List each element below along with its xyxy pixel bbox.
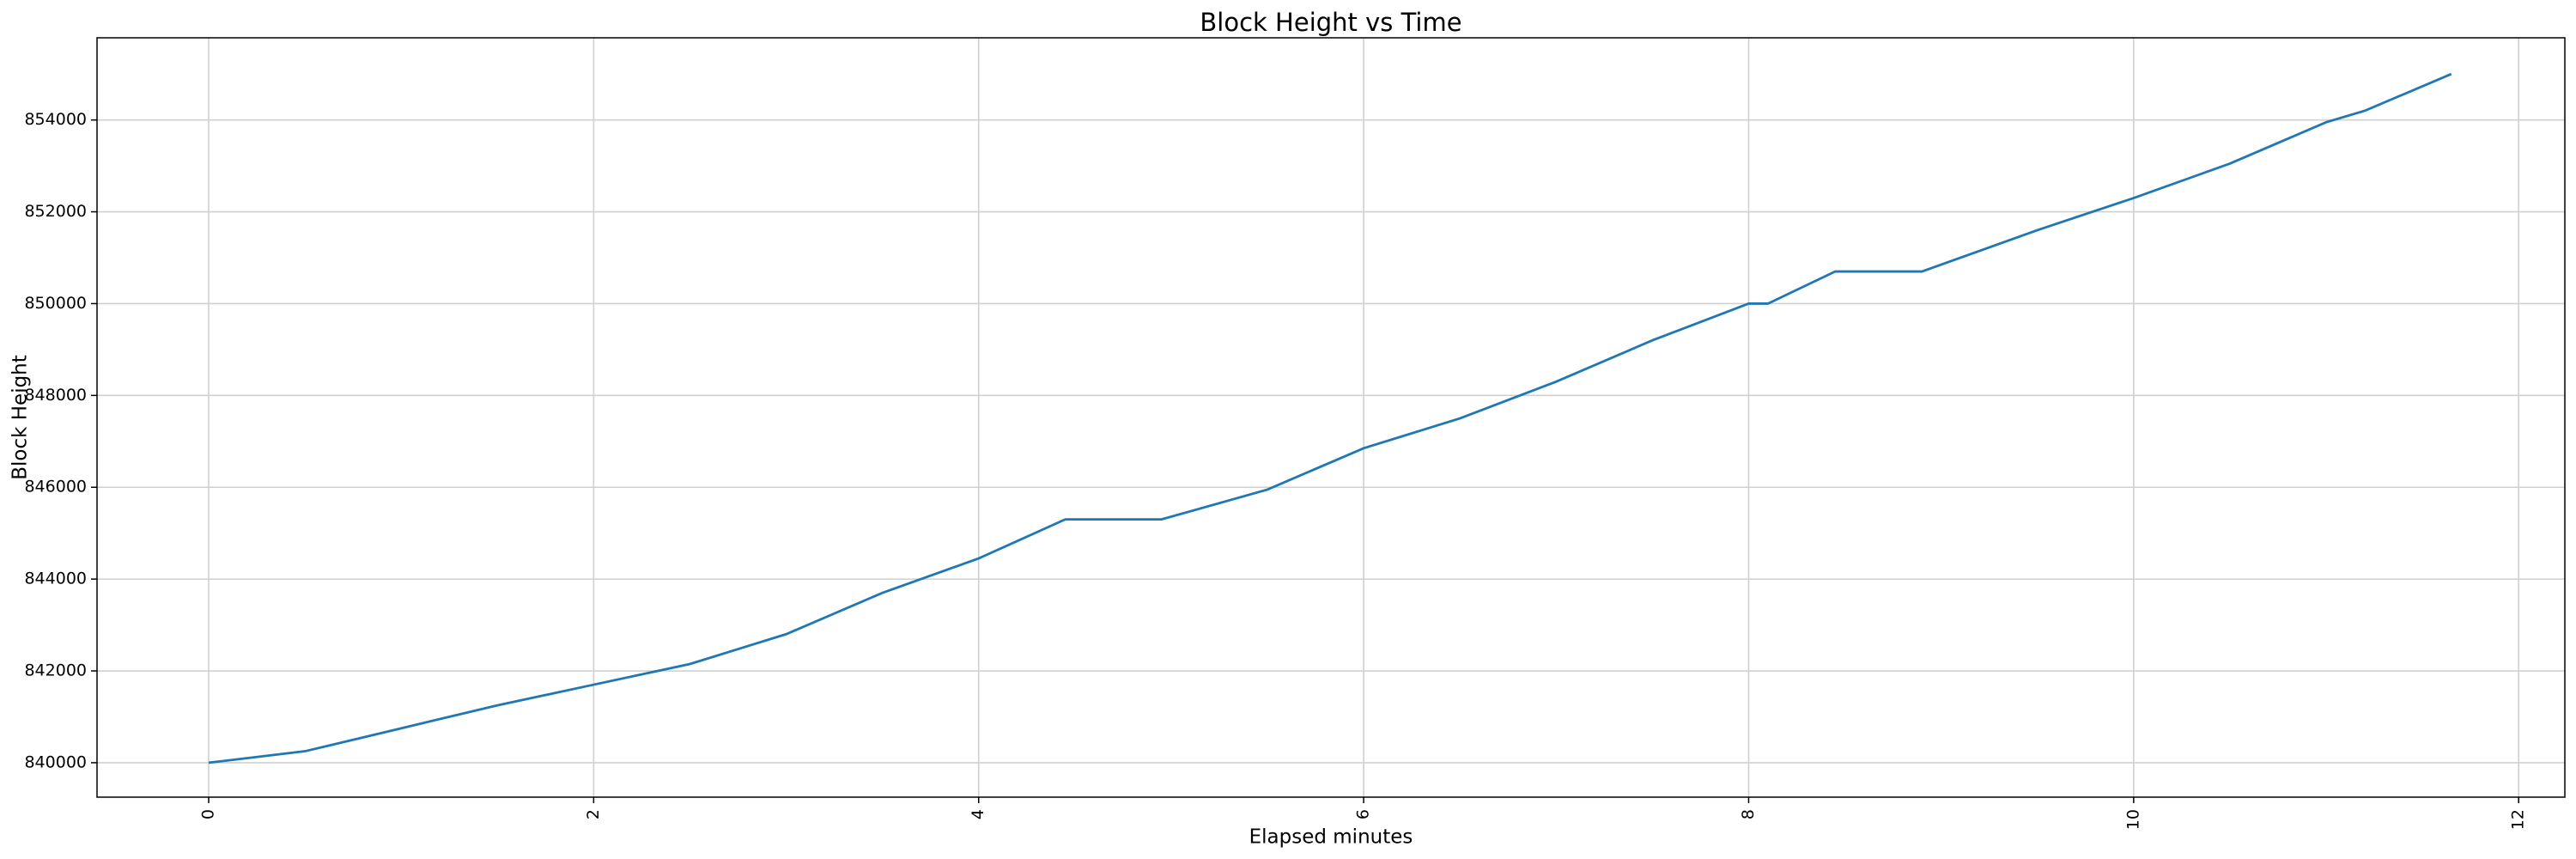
x-tick-label: 4 <box>969 809 987 819</box>
x-tick-label: 8 <box>1739 809 1758 819</box>
y-tick-label: 850000 <box>24 294 87 313</box>
y-axis-label: Block Height <box>9 355 32 480</box>
x-axis-label: Elapsed minutes <box>1249 826 1413 849</box>
data-line <box>208 72 2452 765</box>
y-tick-label: 852000 <box>24 202 87 221</box>
y-tick-label: 846000 <box>24 478 87 497</box>
y-tick-label: 844000 <box>24 570 87 588</box>
y-tick-label: 842000 <box>24 661 87 680</box>
x-tick-label: 12 <box>2509 809 2528 830</box>
y-tick-label: 848000 <box>24 386 87 405</box>
x-tick-label: 6 <box>1354 809 1373 819</box>
chart-title: Block Height vs Time <box>1200 8 1461 37</box>
x-tick-label: 2 <box>584 809 603 819</box>
x-tick-label: 10 <box>2123 809 2142 830</box>
y-tick-label: 854000 <box>24 110 87 129</box>
plot-frame <box>96 37 2566 798</box>
y-tick-label: 840000 <box>24 752 87 771</box>
x-tick-label: 0 <box>199 809 218 819</box>
